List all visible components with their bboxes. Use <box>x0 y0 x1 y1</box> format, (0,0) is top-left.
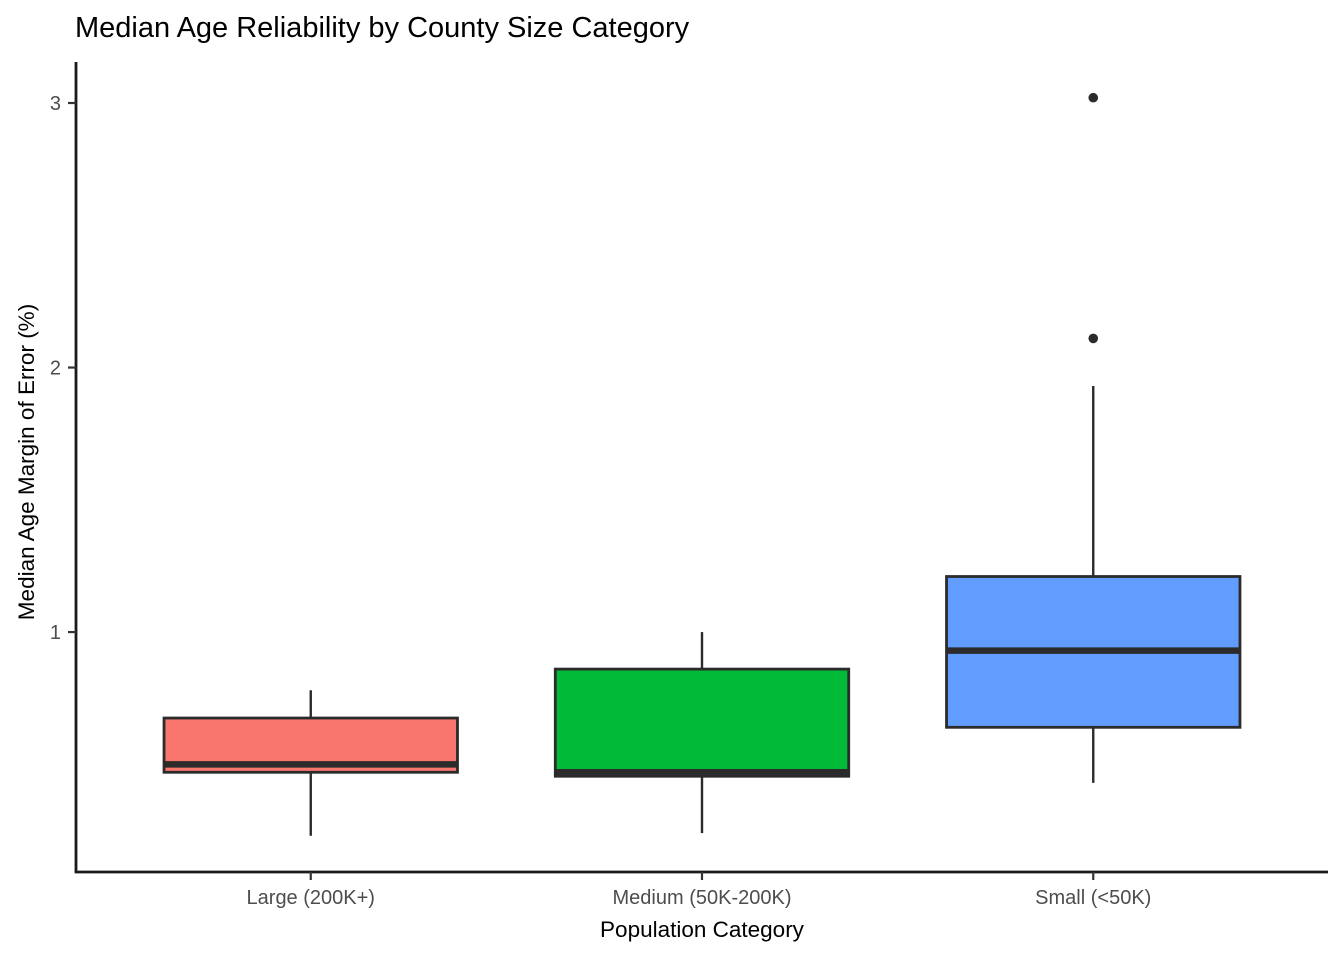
chart-title: Median Age Reliability by County Size Ca… <box>75 12 690 44</box>
y-axis-title: Median Age Margin of Error (%) <box>14 304 39 620</box>
iqr-box <box>553 667 851 778</box>
y-tick-label: 1 <box>50 622 61 644</box>
outlier-point <box>1088 92 1099 103</box>
x-axis-title: Population Category <box>600 917 805 942</box>
plot-area: 1 2 3 Large (200K+) Medium (50K-200K) Small (… <box>50 62 1328 909</box>
boxplot-small <box>945 92 1242 783</box>
outlier-point <box>1088 333 1099 344</box>
y-tick-label: 2 <box>50 358 61 380</box>
x-tick-label-medium: Medium (50K-200K) <box>613 887 792 909</box>
y-tick-label: 3 <box>50 93 61 115</box>
x-tick-label-small: Small (<50K) <box>1035 887 1151 909</box>
boxplot-medium <box>553 632 851 834</box>
boxplot-large <box>162 690 459 836</box>
x-tick-label-large: Large (200K+) <box>247 887 375 909</box>
